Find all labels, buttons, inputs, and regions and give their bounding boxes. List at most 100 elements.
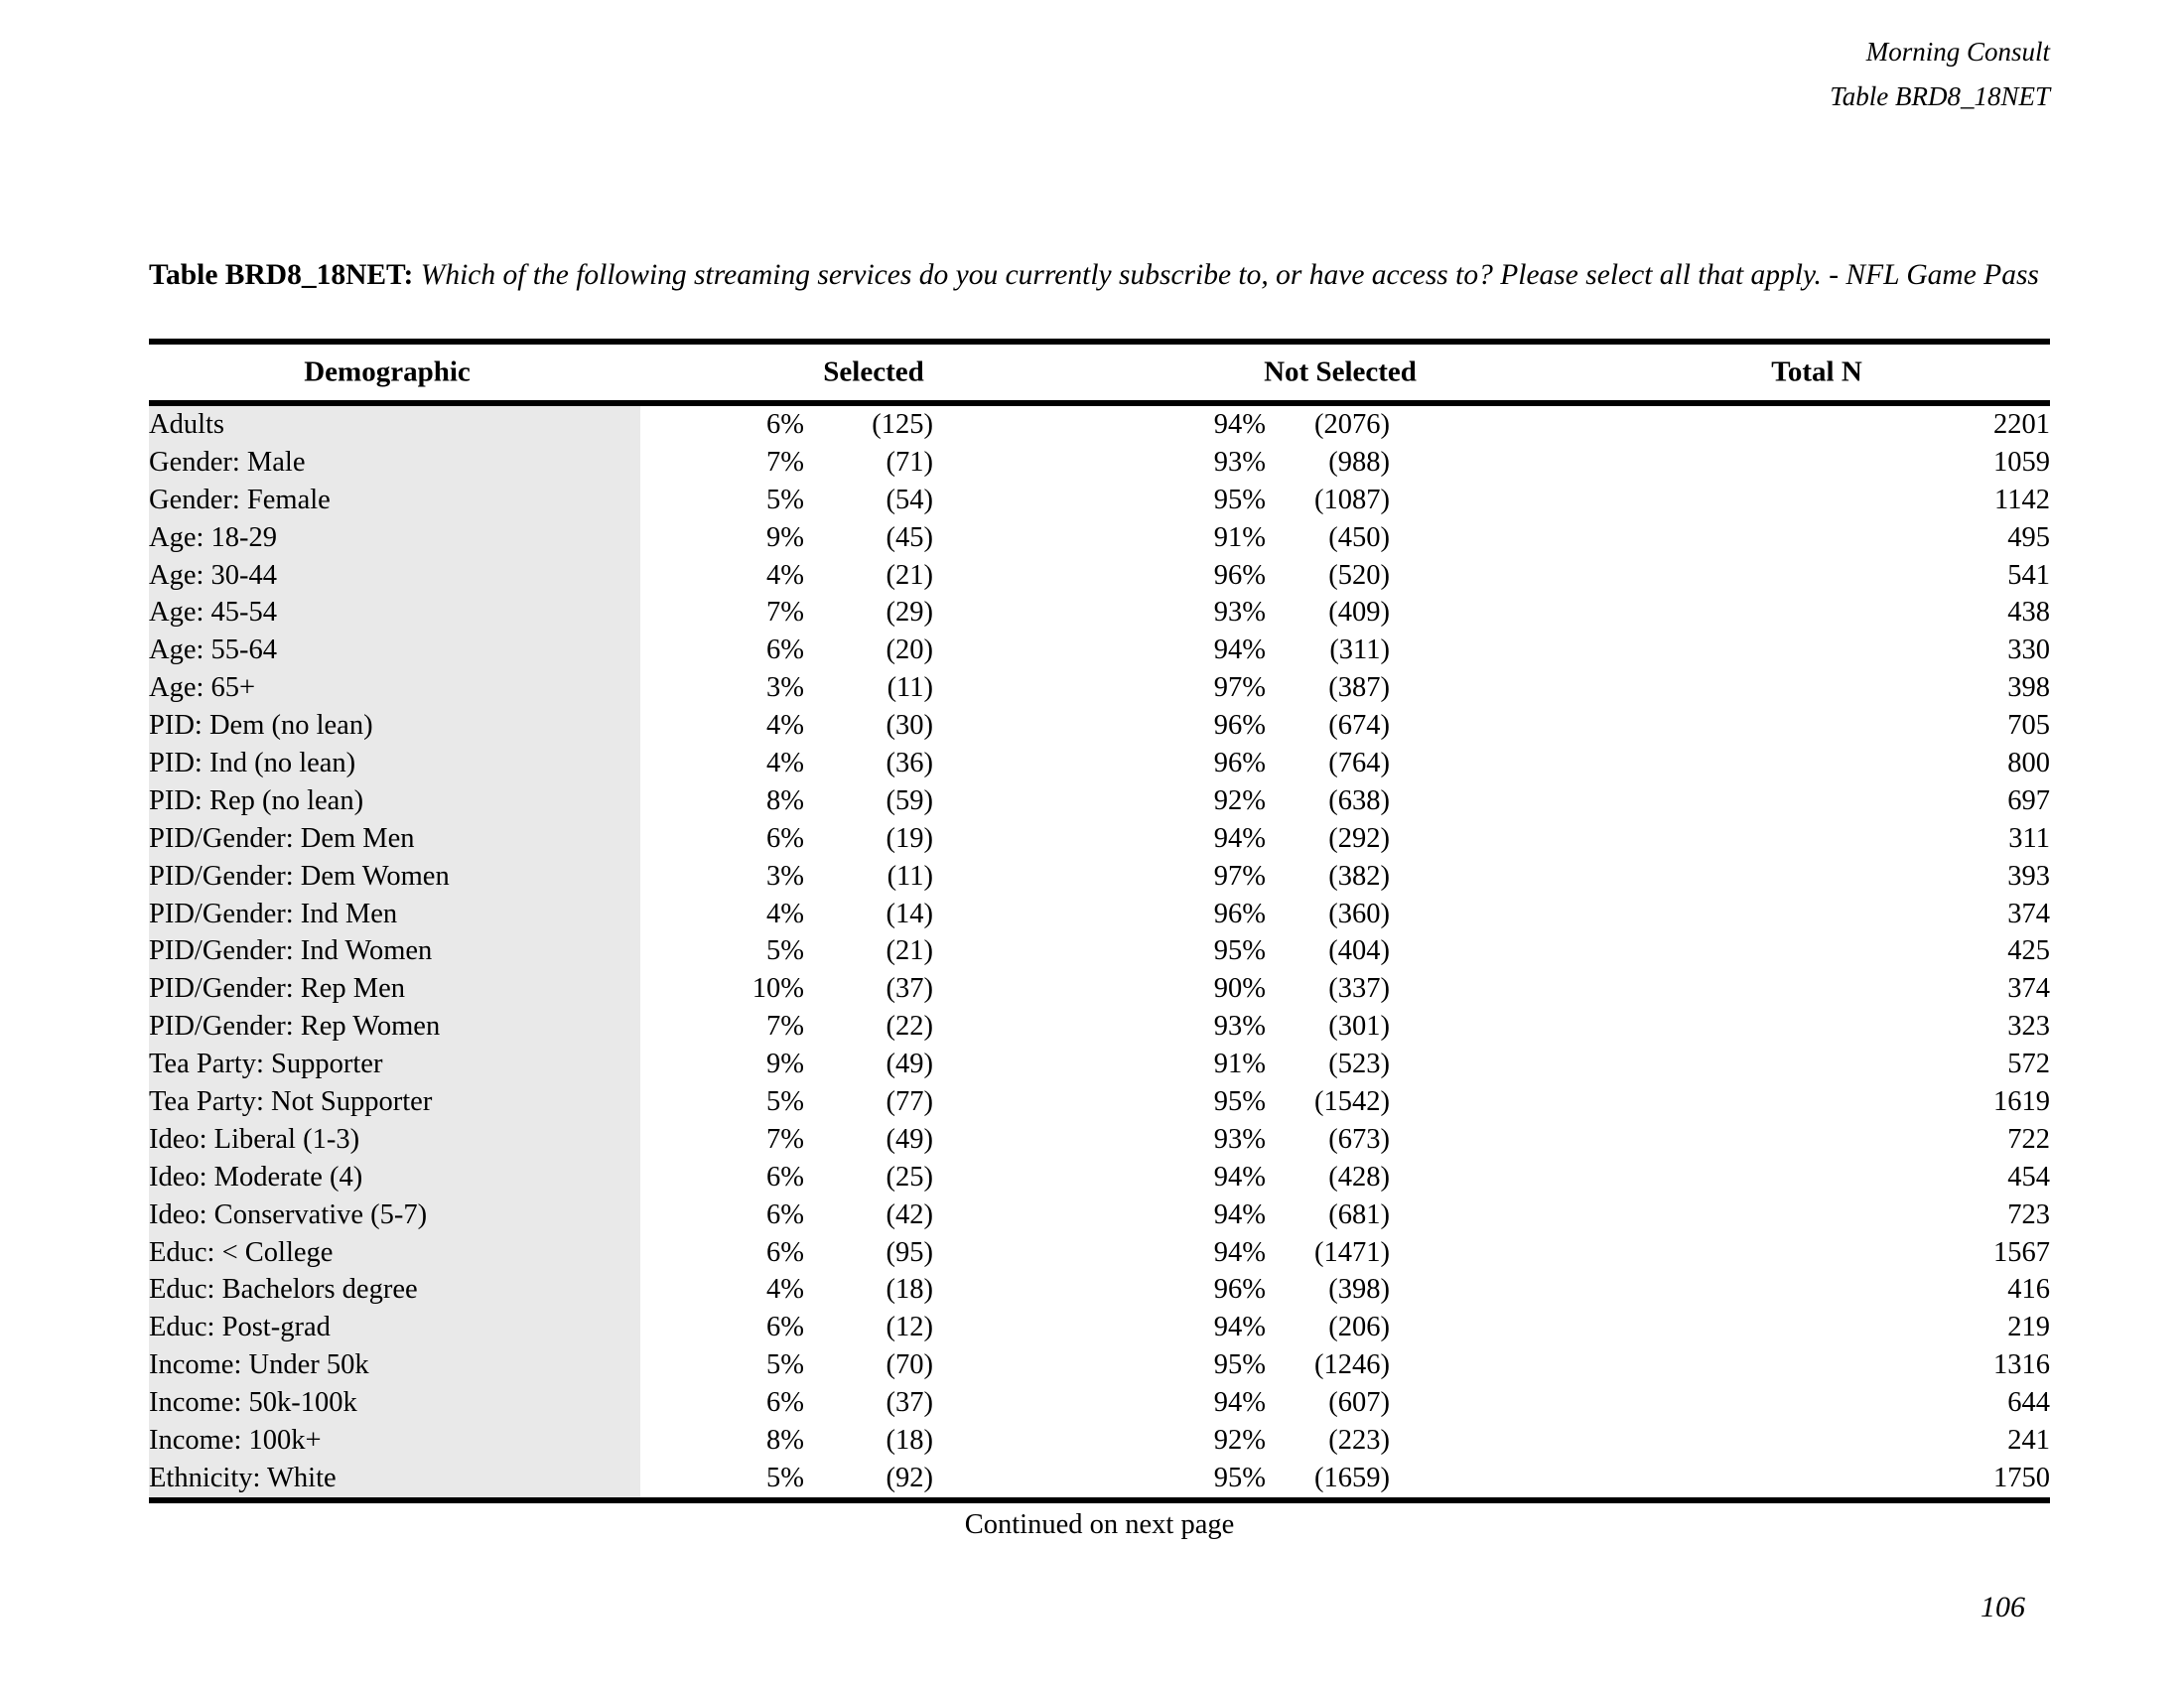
selected-n-cell: (29) [886, 597, 933, 629]
demographic-cell: Age: 18-29 [149, 518, 640, 557]
selected-n-cell: (45) [886, 521, 933, 553]
table-row: Adults 6% (125) 94% (2076) 2201 [149, 406, 2050, 444]
not-selected-pct-cell: 95% [1213, 484, 1266, 515]
not-selected-pct-cell: 95% [1213, 1085, 1266, 1117]
demographic-cell: Tea Party: Supporter [149, 1046, 640, 1084]
demographic-cell: Tea Party: Not Supporter [149, 1083, 640, 1121]
not-selected-n-cell: (387) [1328, 672, 1390, 704]
not-selected-n-cell: (360) [1328, 898, 1390, 929]
selected-n-cell: (59) [886, 784, 933, 816]
not-selected-pct-cell: 94% [1213, 1312, 1266, 1343]
not-selected-pct-cell: 94% [1213, 1198, 1266, 1230]
running-header: Morning Consult Table BRD8_18NET [1830, 30, 2050, 119]
selected-n-cell: (49) [886, 1123, 933, 1155]
selected-n-cell: (71) [886, 446, 933, 478]
selected-n-cell: (36) [886, 747, 933, 778]
column-header-demographic: Demographic [304, 355, 471, 388]
selected-pct-cell: 4% [766, 1274, 804, 1306]
demographic-cell: Income: 100k+ [149, 1422, 640, 1460]
not-selected-n-cell: (450) [1328, 521, 1390, 553]
demographic-cell: PID/Gender: Dem Men [149, 819, 640, 858]
demographic-cell: PID/Gender: Dem Women [149, 857, 640, 896]
demographic-cell: Income: 50k-100k [149, 1384, 640, 1423]
table-row: Age: 55-64 6% (20) 94% (311) 330 [149, 632, 2050, 670]
demographic-cell: Educ: Bachelors degree [149, 1271, 640, 1310]
table-row: Gender: Male 7% (71) 93% (988) 1059 [149, 443, 2050, 482]
table-title-question: Which of the following streaming service… [420, 259, 2039, 291]
selected-pct-cell: 6% [766, 1312, 804, 1343]
demographic-cell: Income: Under 50k [149, 1346, 640, 1385]
table-row: Educ: Bachelors degree 4% (18) 96% (398) 416 [149, 1271, 2050, 1310]
table-body: Adults 6% (125) 94% (2076) 2201 Gender: Male 7%… [149, 406, 2050, 1497]
table-row: Gender: Female 5% (54) 95% (1087) 1142 [149, 481, 2050, 519]
selected-n-cell: (42) [886, 1198, 933, 1230]
table-row: PID/Gender: Ind Men 4% (14) 96% (360) 374 [149, 895, 2050, 933]
selected-pct-cell: 5% [766, 1085, 804, 1117]
selected-pct-cell: 10% [751, 973, 804, 1005]
demographic-cell: PID/Gender: Rep Men [149, 970, 640, 1009]
selected-pct-cell: 8% [766, 784, 804, 816]
not-selected-n-cell: (1246) [1314, 1349, 1390, 1381]
selected-pct-cell: 7% [766, 446, 804, 478]
page-number: 106 [1980, 1591, 2025, 1623]
total-n-cell: 416 [2007, 1274, 2050, 1306]
selected-pct-cell: 7% [766, 597, 804, 629]
total-n-cell: 697 [2007, 784, 2050, 816]
not-selected-n-cell: (301) [1328, 1011, 1390, 1043]
total-n-cell: 330 [2007, 634, 2050, 666]
selected-n-cell: (37) [886, 1387, 933, 1419]
table-row: Educ: Post-grad 6% (12) 94% (206) 219 [149, 1309, 2050, 1347]
not-selected-pct-cell: 95% [1213, 1462, 1266, 1493]
selected-n-cell: (21) [886, 935, 933, 967]
not-selected-n-cell: (428) [1328, 1161, 1390, 1193]
table-title-prefix: Table BRD8_18NET: [149, 259, 414, 291]
table-row: PID/Gender: Rep Men 10% (37) 90% (337) 374 [149, 970, 2050, 1009]
selected-n-cell: (49) [886, 1049, 933, 1080]
not-selected-pct-cell: 94% [1213, 1387, 1266, 1419]
not-selected-n-cell: (674) [1328, 710, 1390, 742]
not-selected-n-cell: (2076) [1314, 408, 1390, 440]
selected-n-cell: (92) [886, 1462, 933, 1493]
table-row: Tea Party: Supporter 9% (49) 91% (523) 572 [149, 1046, 2050, 1084]
selected-pct-cell: 6% [766, 1198, 804, 1230]
total-n-cell: 438 [2007, 597, 2050, 629]
table-row: Ideo: Conservative (5-7) 6% (42) 94% (681) 72… [149, 1196, 2050, 1234]
table-row: Age: 18-29 9% (45) 91% (450) 495 [149, 518, 2050, 557]
selected-pct-cell: 8% [766, 1424, 804, 1456]
not-selected-n-cell: (206) [1328, 1312, 1390, 1343]
column-header-total-n: Total N [1771, 355, 1862, 388]
selected-n-cell: (21) [886, 559, 933, 591]
brand-name: Morning Consult [1865, 37, 2050, 67]
not-selected-pct-cell: 94% [1213, 1236, 1266, 1268]
table-row: PID/Gender: Dem Women 3% (11) 97% (382) 393 [149, 857, 2050, 896]
selected-n-cell: (19) [886, 822, 933, 854]
selected-pct-cell: 6% [766, 634, 804, 666]
total-n-cell: 495 [2007, 521, 2050, 553]
total-n-cell: 572 [2007, 1049, 2050, 1080]
selected-pct-cell: 5% [766, 1349, 804, 1381]
table-row: Income: 100k+ 8% (18) 92% (223) 241 [149, 1422, 2050, 1460]
total-n-cell: 311 [2008, 822, 2050, 854]
total-n-cell: 219 [2007, 1312, 2050, 1343]
selected-n-cell: (37) [886, 973, 933, 1005]
selected-pct-cell: 6% [766, 1236, 804, 1268]
not-selected-pct-cell: 96% [1213, 898, 1266, 929]
demographic-cell: Educ: < College [149, 1233, 640, 1272]
selected-n-cell: (54) [886, 484, 933, 515]
demographic-cell: PID: Dem (no lean) [149, 707, 640, 746]
table-row: Ideo: Liberal (1-3) 7% (49) 93% (673) 722 [149, 1120, 2050, 1159]
selected-pct-cell: 6% [766, 1161, 804, 1193]
bottom-rule [149, 1496, 2050, 1503]
demographic-cell: PID/Gender: Ind Women [149, 932, 640, 971]
not-selected-pct-cell: 93% [1213, 1011, 1266, 1043]
selected-n-cell: (125) [872, 408, 933, 440]
total-n-cell: 1619 [1993, 1085, 2050, 1117]
data-table: Adults 6% (125) 94% (2076) 2201 Gender: Male 7%… [149, 406, 2050, 1497]
selected-pct-cell: 4% [766, 559, 804, 591]
not-selected-n-cell: (673) [1328, 1123, 1390, 1155]
demographic-cell: Age: 55-64 [149, 632, 640, 670]
total-n-cell: 374 [2007, 898, 2050, 929]
not-selected-n-cell: (638) [1328, 784, 1390, 816]
total-n-cell: 644 [2007, 1387, 2050, 1419]
not-selected-pct-cell: 97% [1213, 860, 1266, 892]
